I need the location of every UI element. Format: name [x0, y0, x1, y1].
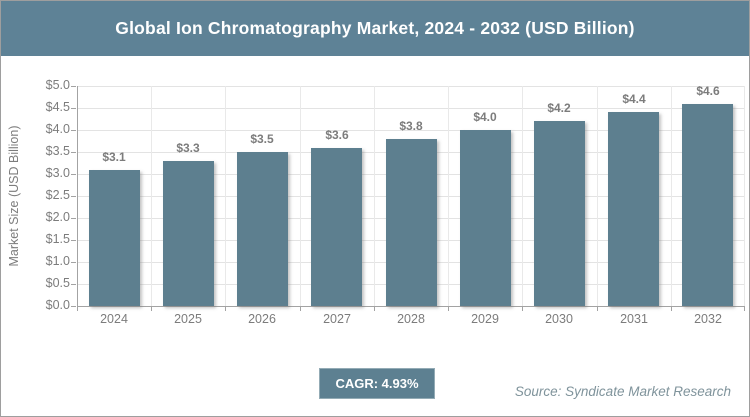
x-axis-line: [77, 306, 745, 307]
bar-2026: [237, 152, 288, 306]
x-tick-mark: [300, 307, 301, 311]
source-attribution: Source: Syndicate Market Research: [514, 384, 731, 399]
y-tick-label: $1.5: [45, 232, 70, 246]
bar-2028: [386, 139, 437, 306]
y-tick-mark: [71, 86, 76, 87]
x-tick-mark: [671, 307, 672, 311]
h-gridline: [77, 108, 745, 109]
h-gridline: [77, 130, 745, 131]
v-gridline: [597, 86, 598, 306]
x-tick-mark: [374, 307, 375, 311]
plot-area: $5.0 $4.5 $4.0 $3.5 $3.0 $2.5 $2.0 $1.5 $1.0 $0.5…: [46, 78, 745, 326]
x-tick-label: 2028: [397, 312, 425, 326]
v-gridline: [225, 86, 226, 306]
bar-value-label: $4.0: [473, 110, 497, 124]
y-tick-label: $0.0: [45, 298, 70, 312]
v-gridline: [300, 86, 301, 306]
x-tick-mark: [448, 307, 449, 311]
x-tick-label: 2027: [323, 312, 351, 326]
bar-value-label: $3.6: [325, 128, 349, 142]
bar-value-label: $4.6: [696, 84, 720, 98]
y-tick-mark: [71, 152, 76, 153]
v-gridline: [522, 86, 523, 306]
bar-value-label: $3.1: [102, 150, 126, 164]
y-axis-line: [77, 86, 78, 307]
bar-value-label: $3.8: [399, 119, 423, 133]
chart-title: Global Ion Chromatography Market, 2024 -…: [115, 18, 635, 38]
y-tick-label: $5.0: [45, 78, 70, 92]
bar-2031: [608, 112, 659, 306]
x-tick-mark: [597, 307, 598, 311]
bar-2030: [534, 121, 585, 306]
bar-2029: [460, 130, 511, 306]
v-gridline: [744, 86, 745, 306]
y-tick-label: $0.5: [45, 276, 70, 290]
x-tick-mark: [151, 307, 152, 311]
x-tick-mark: [225, 307, 226, 311]
y-tick-label: $1.0: [45, 254, 70, 268]
y-tick-mark: [71, 218, 76, 219]
y-tick-mark: [71, 196, 76, 197]
x-tick-mark: [522, 307, 523, 311]
y-tick-mark: [71, 174, 76, 175]
x-tick-mark: [77, 307, 78, 311]
x-tick-label: 2026: [248, 312, 276, 326]
x-tick-label: 2029: [471, 312, 499, 326]
y-tick-label: $3.5: [45, 144, 70, 158]
y-tick-label: $3.0: [45, 166, 70, 180]
x-tick-label: 2025: [174, 312, 202, 326]
y-tick-mark: [71, 306, 76, 307]
y-tick-label: $4.0: [45, 122, 70, 136]
cagr-badge: CAGR: 4.93%: [319, 368, 435, 399]
x-tick-label: 2030: [545, 312, 573, 326]
bar-value-label: $4.2: [547, 101, 571, 115]
bar-value-label: $3.5: [250, 132, 274, 146]
bar-2025: [163, 161, 214, 306]
v-gridline: [671, 86, 672, 306]
bar-2027: [311, 148, 362, 306]
chart-header: Global Ion Chromatography Market, 2024 -…: [1, 1, 749, 56]
bar-2024: [89, 170, 140, 306]
y-tick-mark: [71, 240, 76, 241]
y-tick-label: $2.5: [45, 188, 70, 202]
h-gridline: [77, 86, 745, 87]
v-gridline: [374, 86, 375, 306]
y-tick-mark: [71, 130, 76, 131]
bar-2032: [682, 104, 733, 306]
v-gridline: [151, 86, 152, 306]
x-tick-label: 2031: [620, 312, 648, 326]
bar-value-label: $4.4: [622, 92, 646, 106]
y-tick-mark: [71, 284, 76, 285]
x-tick-label: 2024: [100, 312, 128, 326]
y-tick-mark: [71, 262, 76, 263]
x-tick-mark: [744, 307, 745, 311]
bar-value-label: $3.3: [176, 141, 200, 155]
cagr-label: CAGR: 4.93%: [335, 376, 419, 391]
y-tick-label: $2.0: [45, 210, 70, 224]
x-tick-label: 2032: [694, 312, 722, 326]
y-tick-mark: [71, 108, 76, 109]
v-gridline: [448, 86, 449, 306]
y-tick-label: $4.5: [45, 100, 70, 114]
